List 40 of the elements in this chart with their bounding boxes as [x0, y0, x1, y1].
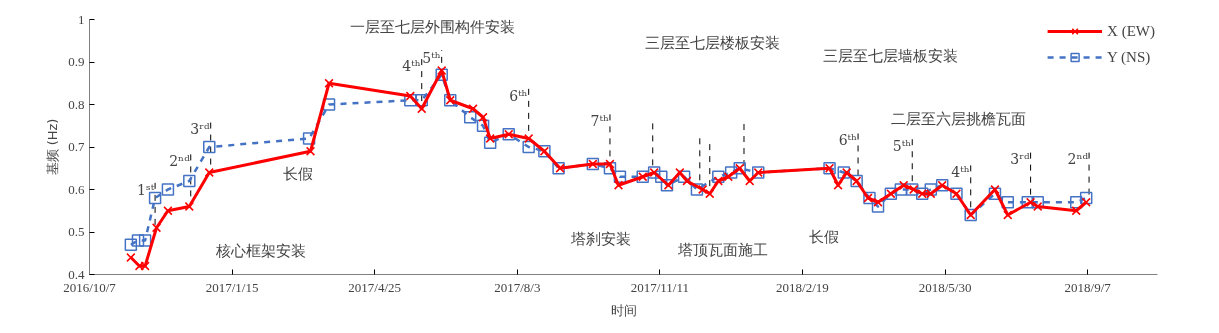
legend-label: Y (NS)	[1107, 48, 1151, 66]
y-axis-title: 基频 (Hz)	[45, 118, 61, 176]
annotation: 核心框架安装	[214, 241, 306, 260]
x-tick-label: 2017/8/3	[494, 279, 541, 295]
annotation: 三层至七层墙板安装	[823, 46, 958, 65]
annotation: 长假	[808, 227, 839, 246]
annotation: 塔顶瓦面施工	[676, 240, 768, 259]
x-tick-label: 2017/4/25	[348, 279, 402, 295]
y-tick-label: 0.9	[68, 54, 85, 69]
ref-line-label: 3ʳᵈ	[190, 121, 211, 138]
ref-line-label: 3ʳᵈ	[1010, 151, 1030, 168]
ref-line-label: 6ᵗʰ	[838, 132, 858, 149]
y-tick-label: 0.5	[68, 224, 85, 239]
x-tick-label: 2018/9/7	[1064, 279, 1112, 295]
legend-label: X (EW)	[1107, 22, 1155, 40]
y-tick-label: 1	[78, 11, 85, 27]
ref-line-label: 5ᵗʰ	[422, 50, 441, 67]
ref-line-label: 1ˢᵗ	[137, 181, 155, 198]
ref-line-label: 5ᵗʰ	[892, 137, 912, 154]
ref-line-label: 4ᵗʰ	[402, 57, 421, 74]
x-tick-label: 2017/11/11	[630, 279, 689, 295]
annotation: 三层至七层楼板安装	[645, 33, 780, 52]
ref-line-label: 2ⁿᵈ	[169, 153, 191, 170]
ref-line-label: 6ᵗʰ	[509, 87, 528, 104]
x-tick-label: 2017/1/15	[205, 279, 259, 295]
y-tick-label: 0.6	[68, 181, 85, 197]
x-tick-label: 2018/5/30	[918, 279, 972, 295]
y-tick-label: 0.8	[68, 96, 85, 112]
ref-line-label: 4ᵗʰ	[951, 164, 970, 180]
annotation: 一层至七层外围构件安装	[350, 17, 515, 36]
annotation: 二层至六层挑檐瓦面	[891, 109, 1026, 128]
x-tick-label: 2018/2/19	[776, 279, 829, 295]
ref-line-label: 7ᵗʰ	[590, 113, 609, 129]
ref-line-label: 2ⁿᵈ	[1067, 151, 1089, 168]
y-tick-label: 0.4	[68, 266, 85, 282]
annotation: 塔刹安装	[569, 229, 631, 248]
x-axis-title: 时间	[610, 302, 637, 318]
y-tick-label: 0.7	[68, 139, 85, 154]
annotation: 长假	[282, 164, 313, 183]
x-tick-label: 2016/10/7	[63, 279, 117, 295]
